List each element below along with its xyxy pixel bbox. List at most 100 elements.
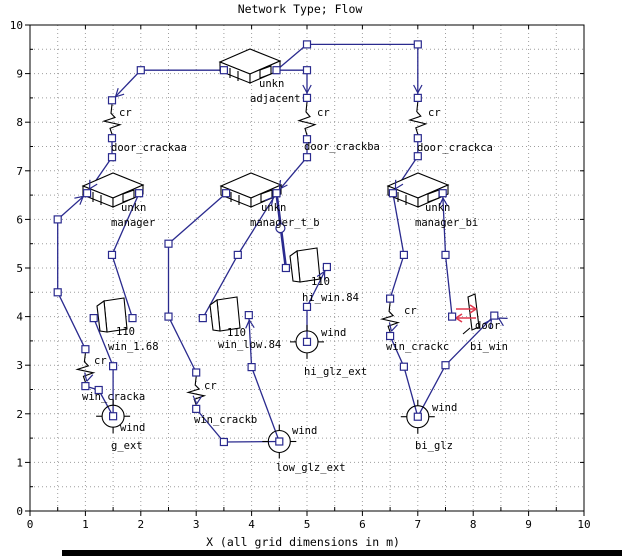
node-square[interactable] <box>244 311 253 320</box>
node-square[interactable] <box>219 66 228 75</box>
node-square[interactable] <box>53 288 62 297</box>
diagram-label: win_cracka <box>82 391 145 403</box>
wind-node-icon[interactable] <box>400 399 435 434</box>
crack-icon[interactable] <box>186 376 207 406</box>
door-icon[interactable] <box>454 293 480 335</box>
flow-arrowhead <box>438 197 444 207</box>
node-square[interactable] <box>413 93 422 103</box>
crack-icon[interactable] <box>407 101 428 135</box>
node-square[interactable] <box>198 314 207 323</box>
flow-connection <box>444 254 453 317</box>
node-square[interactable] <box>302 93 312 103</box>
crack-icon[interactable] <box>75 353 96 383</box>
crack-icon[interactable] <box>379 302 401 333</box>
flow-arrowhead <box>417 84 423 94</box>
x-tick-label: 8 <box>470 518 477 531</box>
diagram-label: wind <box>120 422 145 434</box>
x-tick-label: 2 <box>137 518 144 531</box>
node-square[interactable] <box>272 66 281 75</box>
node-square[interactable] <box>388 189 397 198</box>
window-icon[interactable] <box>209 296 241 332</box>
diagram-labels: crdoor_crackaacrdoor_crackbacrdoor_crack… <box>82 78 508 474</box>
wind-node-icon[interactable] <box>290 324 324 359</box>
node-square[interactable] <box>413 134 422 143</box>
node-square[interactable] <box>386 294 395 303</box>
flow-connection <box>389 335 405 367</box>
flow-arrows <box>74 84 508 405</box>
node-square[interactable] <box>107 153 117 162</box>
diagram-label: 110 <box>311 276 330 288</box>
wind-node-icon[interactable] <box>96 399 131 434</box>
node-square[interactable] <box>413 152 422 161</box>
node-square[interactable] <box>222 189 231 198</box>
node-square[interactable] <box>192 368 201 377</box>
node-square[interactable] <box>399 362 408 371</box>
node-square[interactable] <box>302 66 312 75</box>
flow-arrowhead <box>192 395 198 405</box>
node-square[interactable] <box>219 437 228 447</box>
node-square[interactable] <box>233 250 242 259</box>
y-tick-label: 6 <box>16 213 23 226</box>
flow-connections <box>57 43 495 443</box>
node-square[interactable] <box>135 189 144 198</box>
diagram-label: win_1.68 <box>108 341 159 353</box>
wind-node-icon[interactable] <box>262 424 297 459</box>
node-square[interactable] <box>302 153 312 162</box>
node-square[interactable] <box>107 250 117 259</box>
crack-icon[interactable] <box>297 101 317 136</box>
node-square[interactable] <box>413 40 422 49</box>
flow-connection <box>202 254 239 319</box>
node-square[interactable] <box>82 189 92 198</box>
node-square[interactable] <box>272 189 281 198</box>
flow-connection <box>111 69 142 101</box>
node-square[interactable] <box>164 312 173 321</box>
diagram-label: door <box>475 320 500 332</box>
y-tick-label: 5 <box>16 262 23 275</box>
node-square[interactable] <box>448 312 457 321</box>
node-square[interactable] <box>281 263 290 273</box>
flow-connection <box>111 192 140 256</box>
node-square[interactable] <box>386 331 395 341</box>
node-square[interactable] <box>81 345 90 354</box>
node-square[interactable] <box>247 363 256 372</box>
flow-arrowhead <box>279 184 288 190</box>
flow-connection <box>276 43 308 71</box>
node-square[interactable] <box>128 314 137 323</box>
x-tick-label: 4 <box>248 518 255 531</box>
node-square[interactable] <box>107 96 117 105</box>
node-square[interactable] <box>94 385 103 395</box>
node-square[interactable] <box>399 250 408 259</box>
crack-icon[interactable] <box>101 104 122 135</box>
circle-node[interactable] <box>275 223 286 234</box>
window-icon[interactable] <box>289 247 321 283</box>
node-square[interactable] <box>302 302 312 311</box>
flow-arrowhead <box>196 396 203 405</box>
diagram-label: adjacent <box>250 93 301 105</box>
node-square[interactable] <box>108 362 118 371</box>
node-square[interactable] <box>322 262 331 272</box>
diagram-label: win_crackb <box>194 414 257 426</box>
node-square[interactable] <box>81 382 90 391</box>
node-square[interactable] <box>53 215 62 224</box>
window-icon[interactable] <box>96 297 128 333</box>
node-square[interactable] <box>441 361 450 370</box>
node-square[interactable] <box>164 239 173 248</box>
node-square[interactable] <box>302 40 312 49</box>
diagram-label: bi_win <box>470 341 508 353</box>
flow-arrowhead <box>278 180 282 190</box>
node-square[interactable] <box>441 250 450 259</box>
x-tick-label: 10 <box>577 518 590 531</box>
node-square[interactable] <box>107 134 117 143</box>
node-square[interactable] <box>490 311 499 320</box>
flow-arrowhead <box>89 183 98 190</box>
diagram-label: cr <box>94 355 107 367</box>
node-square[interactable] <box>302 135 312 144</box>
diagram-label: unkn <box>261 202 286 214</box>
diagram-label: door_crackaa <box>111 142 187 154</box>
node-square[interactable] <box>89 314 98 323</box>
node-square[interactable] <box>192 404 201 413</box>
node-square[interactable] <box>438 189 447 198</box>
node-square[interactable] <box>136 66 145 75</box>
